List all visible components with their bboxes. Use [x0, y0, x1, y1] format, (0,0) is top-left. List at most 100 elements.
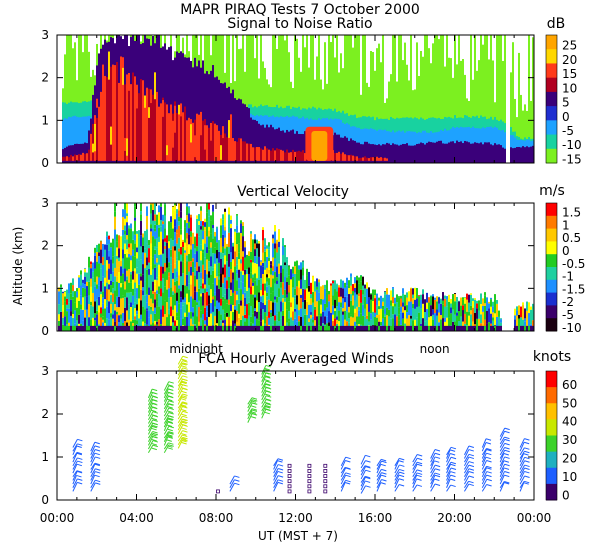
velocity-cell: [288, 275, 290, 286]
velocity-cell: [218, 276, 220, 280]
velocity-cell: [284, 247, 286, 263]
velocity-cell: [264, 251, 266, 262]
velocity-cell: [416, 325, 418, 331]
wind-barb-flag: [181, 395, 188, 398]
velocity-cell: [262, 283, 264, 296]
snr-cell: [246, 143, 248, 161]
velocity-cell: [464, 325, 466, 331]
velocity-cell: [160, 231, 162, 240]
wind-barb-flag: [151, 406, 157, 409]
velocity-cell: [454, 314, 456, 322]
velocity-cell: [216, 276, 218, 286]
wind-barb-flag: [181, 404, 187, 407]
snr-cell: [528, 35, 530, 163]
velocity-cell: [158, 205, 160, 213]
velocity-cell: [188, 244, 190, 254]
velocity-cell: [444, 298, 446, 307]
snr-cell: [378, 157, 380, 161]
velocity-cell: [470, 294, 472, 306]
snr-cell: [382, 157, 384, 161]
snr-cell: [370, 144, 372, 163]
velocity-cell: [82, 297, 84, 310]
velocity-cell: [112, 314, 114, 319]
velocity-cell: [378, 325, 380, 331]
velocity-cell: [110, 285, 112, 293]
snr-cell: [464, 140, 466, 163]
wind-barb: [499, 431, 505, 441]
velocity-cell: [164, 241, 166, 246]
velocity-cell: [298, 305, 300, 311]
velocity-cell: [156, 280, 158, 291]
velocity-cell: [426, 320, 428, 331]
velocity-cell: [244, 274, 246, 278]
velocity-cell: [210, 233, 212, 243]
velocity-cell: [210, 289, 212, 304]
velocity-cell: [154, 325, 156, 331]
snr-cell: [206, 71, 208, 163]
velocity-cell: [312, 275, 314, 277]
wind-barb-flag: [151, 434, 157, 437]
velocity-cell: [160, 239, 162, 255]
snr-cell: [294, 35, 296, 163]
velocity-cell: [342, 325, 344, 331]
velocity-cell: [114, 304, 116, 311]
wind-barb: [163, 442, 169, 450]
velocity-cell: [530, 325, 532, 331]
colorbar-label: 25: [562, 39, 577, 53]
snr-cell: [96, 65, 98, 163]
wind-barb-flag: [167, 403, 173, 406]
velocity-cell: [248, 302, 250, 316]
wind-barb: [430, 468, 436, 478]
velocity-cell: [108, 301, 110, 314]
velocity-cell: [252, 277, 254, 283]
wind-barb: [519, 471, 525, 481]
velocity-cell: [274, 320, 276, 326]
velocity-cell: [110, 247, 112, 260]
velocity-cell: [484, 319, 486, 331]
velocity-cell: [214, 253, 216, 264]
velocity-cell: [260, 308, 262, 315]
velocity-cell: [272, 243, 274, 258]
velocity-cell: [488, 325, 490, 331]
velocity-cell: [250, 251, 252, 260]
velocity-cell: [160, 226, 162, 232]
wind-barb: [90, 452, 96, 463]
snr-cell: [492, 145, 494, 163]
velocity-cell: [268, 273, 270, 279]
wind-barb-flag: [94, 452, 100, 456]
snr-cell: [400, 144, 402, 163]
velocity-cell: [128, 309, 130, 320]
velocity-cell: [410, 288, 412, 302]
velocity-cell: [500, 319, 502, 323]
velocity-cell: [118, 307, 120, 316]
velocity-cell: [132, 239, 134, 250]
wind-barb: [430, 460, 435, 470]
velocity-cell: [230, 215, 232, 220]
snr-cell: [390, 144, 392, 163]
velocity-cell: [320, 325, 322, 331]
snr-cell: [462, 59, 464, 163]
velocity-cell: [332, 314, 334, 321]
velocity-cell: [138, 298, 140, 312]
snr-cell: [280, 130, 282, 163]
velocity-cell: [76, 320, 78, 331]
velocity-cell: [128, 228, 130, 238]
velocity-cell: [380, 321, 382, 326]
velocity-cell: [104, 264, 106, 278]
velocity-cell: [260, 284, 262, 291]
velocity-cell: [492, 312, 494, 318]
velocity-cell: [208, 230, 210, 237]
velocity-cell: [364, 325, 366, 331]
wind-barb: [463, 445, 470, 456]
velocity-cell: [336, 291, 338, 307]
velocity-cell: [150, 290, 152, 299]
velocity-cell: [72, 325, 74, 331]
velocity-cell: [114, 211, 116, 217]
wind-barb-flag: [167, 420, 173, 424]
snr-cell: [458, 35, 460, 163]
velocity-cell: [276, 313, 278, 321]
velocity-cell: [184, 262, 186, 275]
snr-cell: [512, 148, 514, 163]
snr-cell: [398, 145, 400, 163]
velocity-cell: [246, 254, 248, 270]
